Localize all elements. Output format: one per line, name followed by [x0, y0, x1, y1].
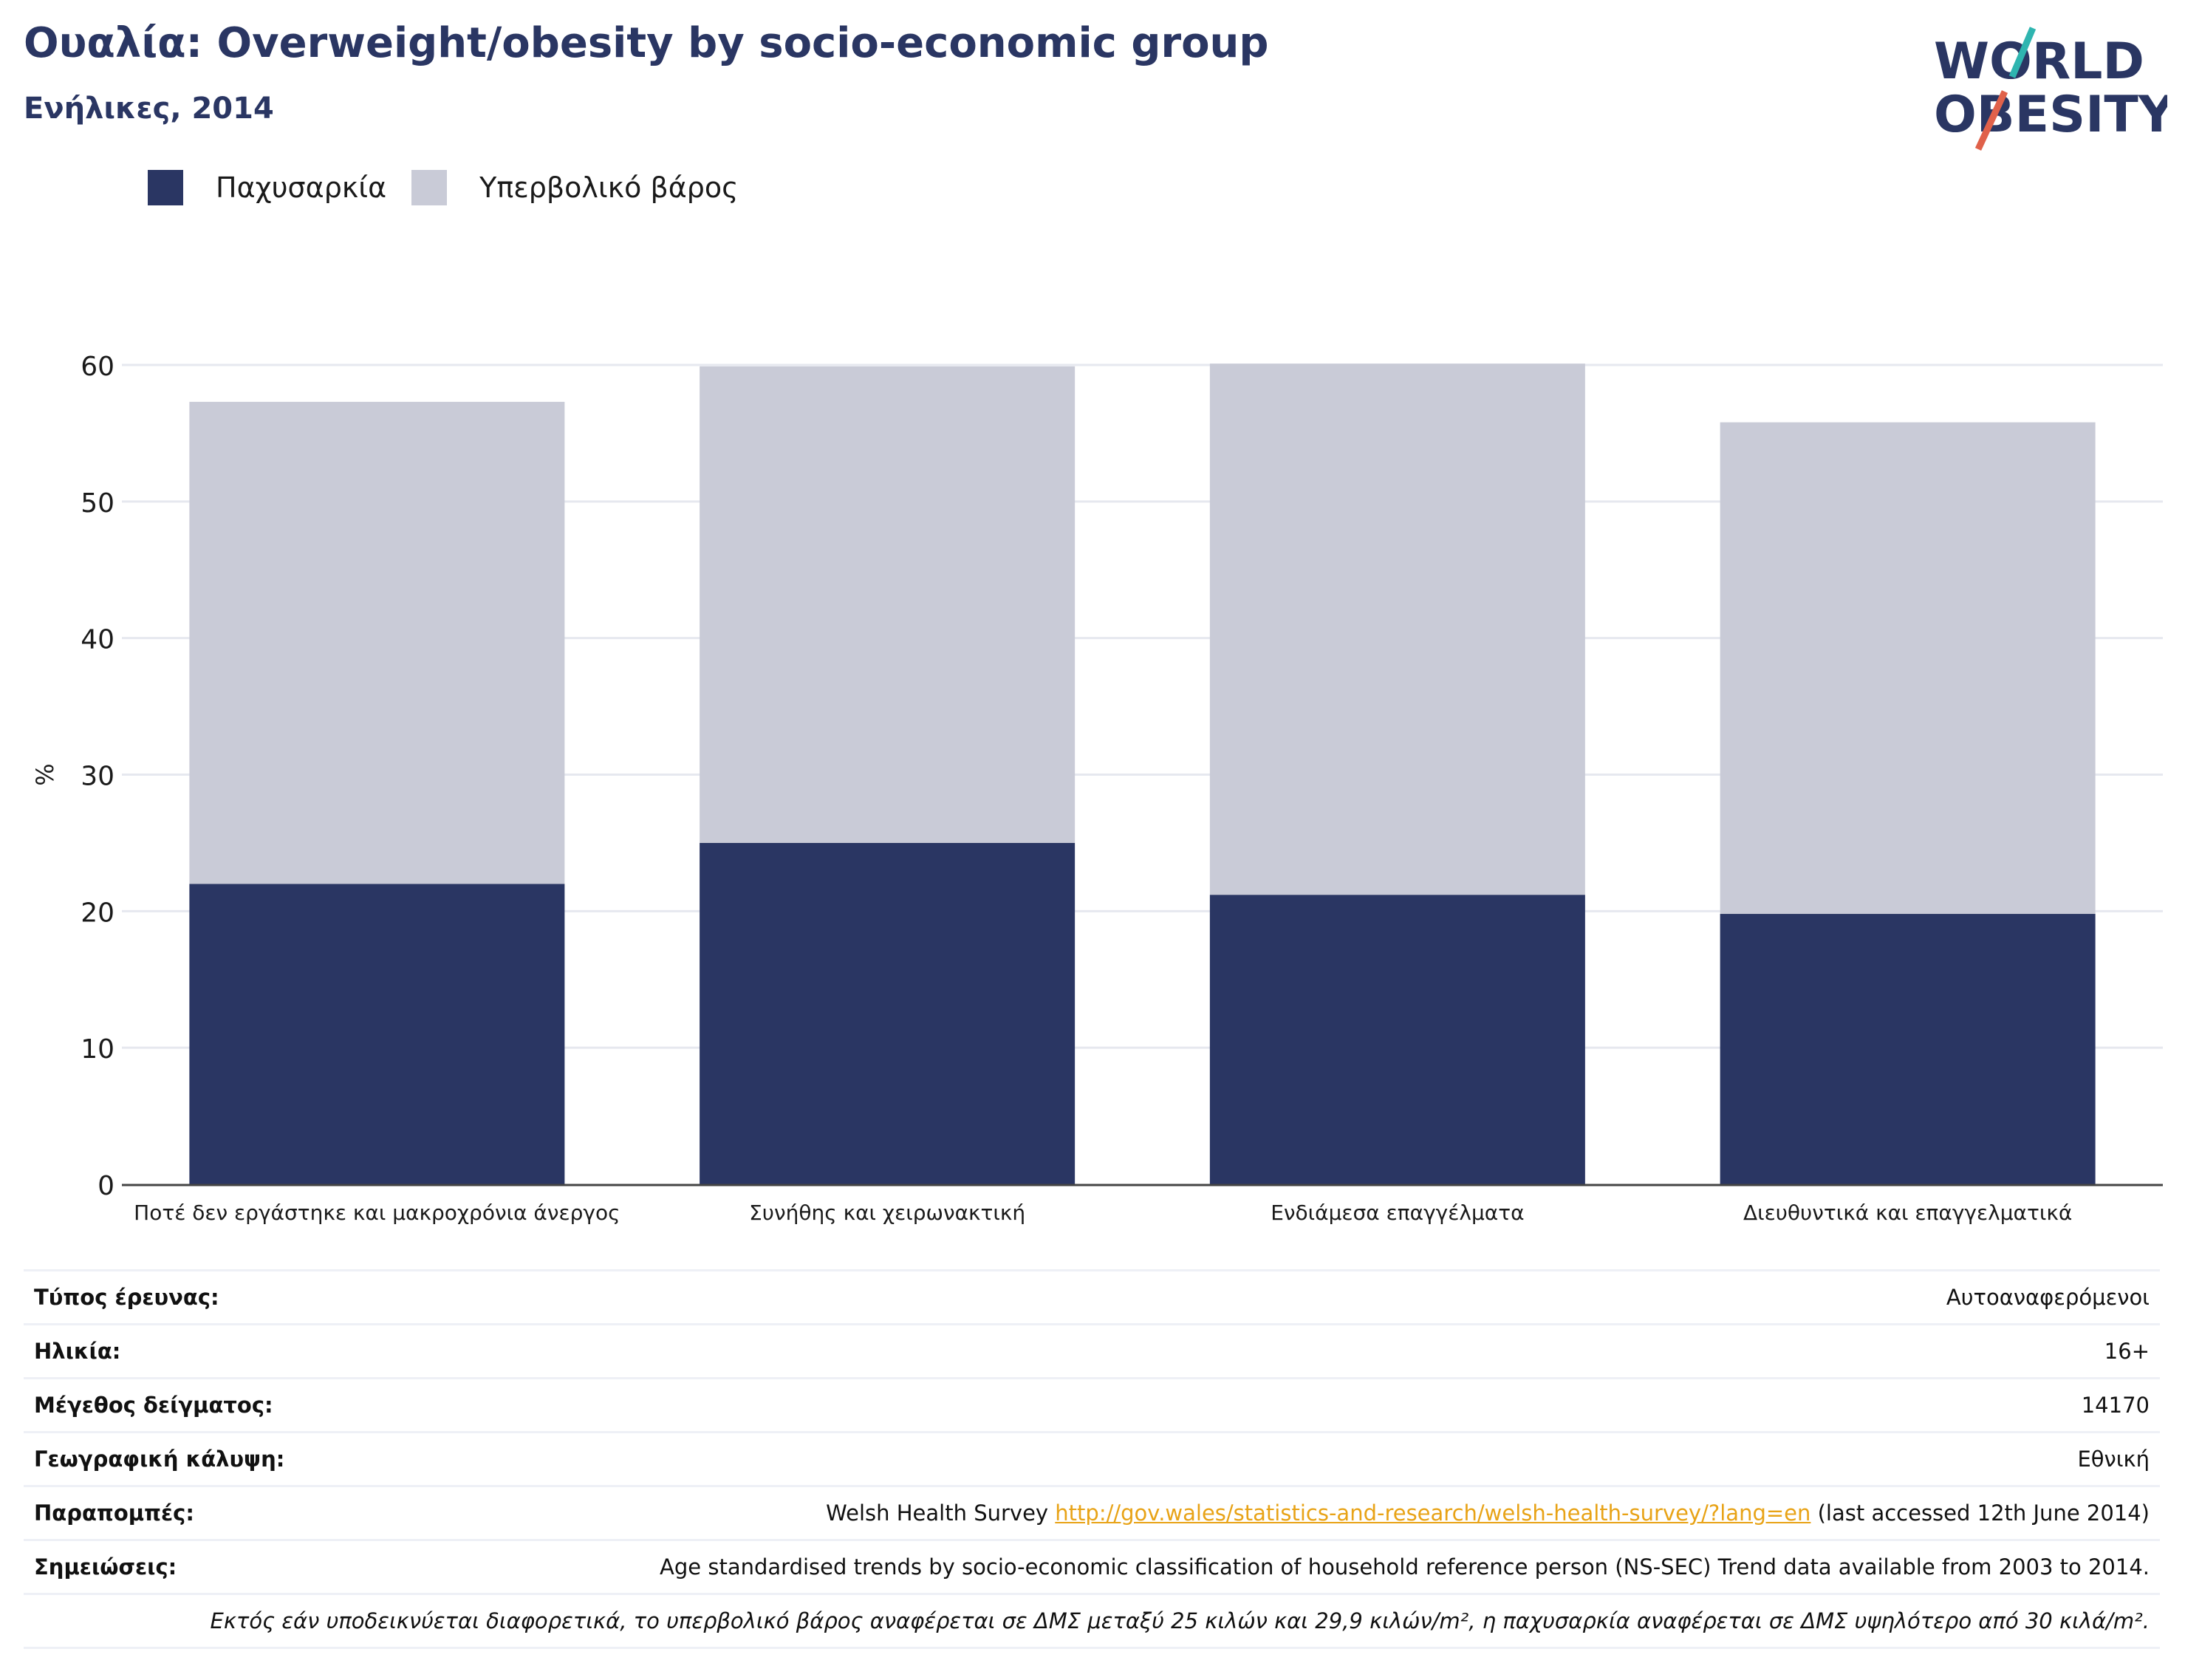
legend-item-obesity: Παχυσαρκία — [148, 170, 386, 205]
meta-val-survey-type: Αυτοαναφερόμενοι — [1946, 1285, 2150, 1310]
meta-key-notes: Σημειώσεις: — [34, 1554, 177, 1580]
meta-val-references: Welsh Health Survey http://gov.wales/sta… — [826, 1500, 2150, 1526]
legend-item-overweight: Υπερβολικό βάρος — [411, 170, 738, 205]
logo-slash-teal — [2008, 27, 2037, 78]
y-tick-label: 50 — [81, 488, 114, 519]
x-tick-label: Διευθυντικά και επαγγελματικά — [1743, 1201, 2072, 1225]
bar-obesity — [700, 842, 1076, 1184]
meta-row-references: Παραπομπές: Welsh Health Survey http://g… — [24, 1485, 2160, 1539]
references-link[interactable]: http://gov.wales/statistics-and-research… — [1055, 1500, 1811, 1526]
legend-swatch-overweight — [411, 170, 448, 205]
y-axis-label: % — [31, 763, 59, 785]
legend-label-overweight: Υπερβολικό βάρος — [479, 171, 739, 204]
meta-row-coverage: Γεωγραφική κάλυψη: Εθνική — [24, 1431, 2160, 1485]
bmi-definition-footnote: Εκτός εάν υποδεικνύεται διαφορετικά, το … — [210, 1608, 2150, 1633]
meta-row-footnote: Εκτός εάν υποδεικνύεται διαφορετικά, το … — [24, 1593, 2160, 1649]
y-tick-label: 30 — [81, 762, 114, 792]
bar-overweight — [1720, 422, 2096, 915]
bar-obesity — [1209, 895, 1585, 1184]
meta-key-coverage: Γεωγραφική κάλυψη: — [34, 1447, 285, 1472]
page-subtitle: Ενήλικες, 2014 — [24, 92, 274, 126]
logo-line1: WORLD — [1934, 33, 2144, 91]
meta-row-notes: Σημειώσεις: Age standardised trends by s… — [24, 1539, 2160, 1593]
bar-overweight — [189, 401, 565, 884]
bar-overweight — [1209, 363, 1585, 895]
meta-key-age: Ηλικία: — [34, 1339, 121, 1364]
y-tick-label: 0 — [98, 1171, 114, 1201]
bar-overweight — [700, 366, 1076, 843]
meta-val-coverage: Εθνική — [2077, 1447, 2150, 1472]
stacked-bar-chart: 0 10 20 30 40 50 60% Ποτέ δεν εργάστηκε και μακ… — [31, 352, 2163, 1225]
y-tick-label: 20 — [81, 898, 114, 928]
y-tick-label: 10 — [81, 1034, 114, 1065]
x-tick-label: Ποτέ δεν εργάστηκε και μακροχρόνια άνεργ… — [134, 1201, 620, 1225]
meta-val-notes: Age standardised trends by socio-economi… — [660, 1554, 2150, 1580]
meta-row-age: Ηλικία: 16+ — [24, 1323, 2160, 1377]
y-tick-label: 40 — [81, 625, 114, 655]
legend-label-obesity: Παχυσαρκία — [216, 171, 387, 204]
legend-swatch-obesity — [148, 170, 183, 205]
chart-legend: Παχυσαρκία Υπερβολικό βάρος — [148, 170, 763, 205]
references-prefix: Welsh Health Survey — [826, 1500, 1056, 1526]
logo-slash-red — [1974, 90, 2008, 151]
page-title: Ουαλία: Overweight/obesity by socio-econ… — [24, 19, 1269, 67]
meta-val-age: 16+ — [2104, 1339, 2150, 1364]
meta-row-sample-size: Μέγεθος δείγματος: 14170 — [24, 1377, 2160, 1431]
meta-key-survey-type: Τύπος έρευνας: — [34, 1285, 219, 1310]
bar-obesity — [1720, 914, 2096, 1184]
meta-row-survey-type: Τύπος έρευνας: Αυτοαναφερόμενοι — [24, 1269, 2160, 1323]
meta-val-sample-size: 14170 — [2081, 1393, 2150, 1418]
meta-key-sample-size: Μέγεθος δείγματος: — [34, 1393, 273, 1418]
world-obesity-logo: WORLD OBESITY — [1934, 27, 2167, 151]
x-tick-label: Συνήθης και χειρωνακτική — [749, 1201, 1025, 1225]
metadata-table: Τύπος έρευνας: Αυτοαναφερόμενοι Ηλικία: … — [24, 1269, 2160, 1649]
references-suffix: (last accessed 12th June 2014) — [1810, 1500, 2150, 1526]
logo-line2: OBESITY — [1934, 86, 2167, 144]
x-tick-label: Ενδιάμεσα επαγγέλματα — [1271, 1201, 1524, 1225]
meta-key-references: Παραπομπές: — [34, 1500, 194, 1526]
y-tick-label: 60 — [81, 352, 114, 382]
bar-obesity — [189, 884, 565, 1184]
